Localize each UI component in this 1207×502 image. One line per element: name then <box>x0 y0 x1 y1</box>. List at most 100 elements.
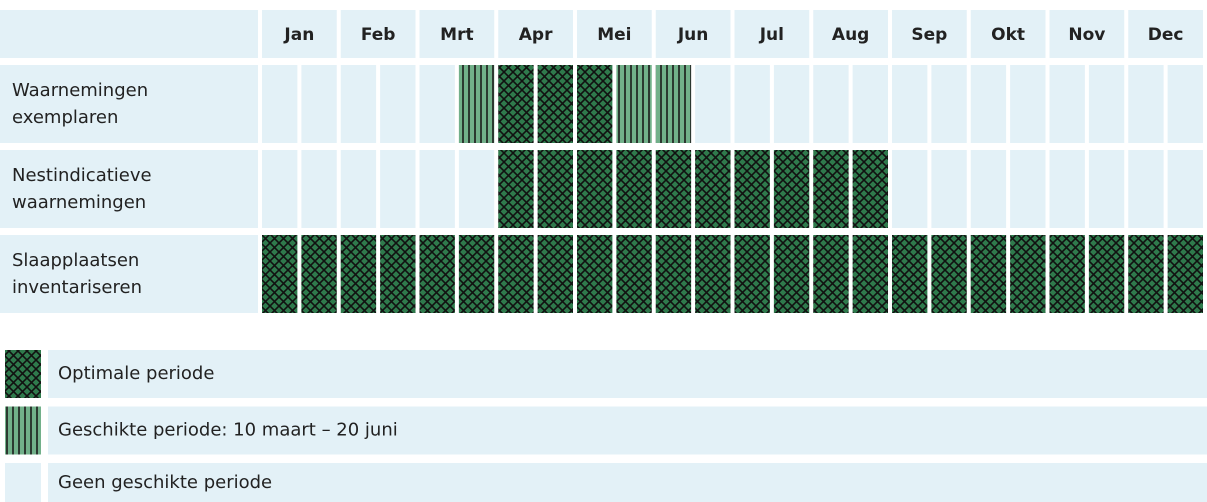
period-cell <box>1167 150 1203 228</box>
month-header: Jan <box>283 25 314 45</box>
period-cell <box>813 150 849 228</box>
row-label: Slaapplaatsen inventariseren <box>12 250 142 298</box>
period-cell <box>262 235 298 313</box>
month-header-cell <box>1128 10 1203 58</box>
period-cell <box>695 65 731 143</box>
period-cell <box>970 235 1007 313</box>
period-cell <box>931 235 967 313</box>
period-cell <box>813 235 849 313</box>
period-cell <box>931 150 967 228</box>
period-cell <box>301 150 337 228</box>
period-cell <box>577 150 613 228</box>
month-header: Dec <box>1148 25 1184 45</box>
month-header-cell <box>262 10 337 58</box>
period-cell <box>498 150 534 228</box>
month-header-cell <box>813 10 888 58</box>
period-cell <box>537 235 573 313</box>
period-cell <box>537 65 573 143</box>
row-label: Nestindicatieve waarnemingen <box>12 165 152 213</box>
month-header-cell <box>1049 10 1125 58</box>
period-cell <box>734 150 770 228</box>
period-cell <box>577 235 613 313</box>
period-cell <box>340 65 377 143</box>
period-cell <box>892 65 928 143</box>
period-cell <box>458 235 495 313</box>
period-cell <box>616 65 652 143</box>
period-cell <box>1010 65 1046 143</box>
period-cell <box>1128 65 1164 143</box>
period-cell <box>458 65 495 143</box>
period-cell <box>537 150 573 228</box>
period-cell <box>813 65 849 143</box>
period-cell <box>1010 235 1046 313</box>
period-cell <box>419 150 455 228</box>
period-cell <box>734 235 770 313</box>
period-cell <box>852 150 888 228</box>
month-header: Apr <box>519 25 553 45</box>
period-cell <box>1088 235 1125 313</box>
row-label-cell <box>0 150 258 228</box>
month-header-cell <box>419 10 495 58</box>
period-cell <box>773 65 810 143</box>
month-header: Mei <box>597 25 631 45</box>
period-cell <box>970 150 1007 228</box>
month-header: Aug <box>832 25 869 45</box>
period-cell <box>1167 65 1203 143</box>
period-cell <box>1128 235 1164 313</box>
period-cell <box>1049 235 1085 313</box>
period-cell <box>1049 65 1085 143</box>
period-cell <box>380 150 416 228</box>
period-cell <box>301 235 337 313</box>
month-header: Jun <box>677 25 709 45</box>
month-header: Jul <box>759 25 784 45</box>
period-cell <box>498 235 534 313</box>
legend-swatch <box>5 406 41 455</box>
period-cell <box>419 65 455 143</box>
period-cell <box>577 65 613 143</box>
period-cell <box>655 235 692 313</box>
legend-label-bg <box>48 350 1207 398</box>
period-cell <box>380 65 416 143</box>
month-header: Mrt <box>440 25 473 45</box>
period-cell <box>931 65 967 143</box>
period-cell <box>852 65 888 143</box>
month-header-cell <box>734 10 810 58</box>
month-header-cell <box>577 10 652 58</box>
month-header: Nov <box>1068 25 1105 45</box>
month-header-cell <box>892 10 967 58</box>
period-cell <box>616 235 652 313</box>
month-header: Feb <box>361 25 396 45</box>
period-cell <box>1128 150 1164 228</box>
row-label: Waarnemingen exemplaren <box>12 80 149 128</box>
period-cell <box>301 65 337 143</box>
month-header: Sep <box>911 25 947 45</box>
period-cell <box>1167 235 1203 313</box>
legend-swatch <box>5 350 41 398</box>
legend-label: Geen geschikte periode <box>58 472 272 493</box>
period-cell <box>262 150 298 228</box>
period-cell <box>892 150 928 228</box>
row-label-cell <box>0 235 258 313</box>
month-header-cell <box>498 10 573 58</box>
period-cell <box>695 150 731 228</box>
month-header-cell <box>340 10 416 58</box>
period-cell <box>616 150 652 228</box>
header-corner <box>0 10 258 58</box>
period-cell <box>695 235 731 313</box>
legend-label-bg <box>48 406 1207 455</box>
period-cell <box>340 235 377 313</box>
period-cell <box>892 235 928 313</box>
month-header-cell <box>655 10 731 58</box>
legend-swatch <box>5 463 41 502</box>
period-cell <box>1088 65 1125 143</box>
period-cell <box>262 65 298 143</box>
period-cell <box>419 235 455 313</box>
legend-label: Geschikte periode: 10 maart – 20 juni <box>58 420 398 441</box>
legend-label: Optimale periode <box>58 363 214 384</box>
period-cell <box>1088 150 1125 228</box>
legend-label-bg <box>48 463 1207 502</box>
period-cell <box>1049 150 1085 228</box>
month-header-cell <box>970 10 1046 58</box>
